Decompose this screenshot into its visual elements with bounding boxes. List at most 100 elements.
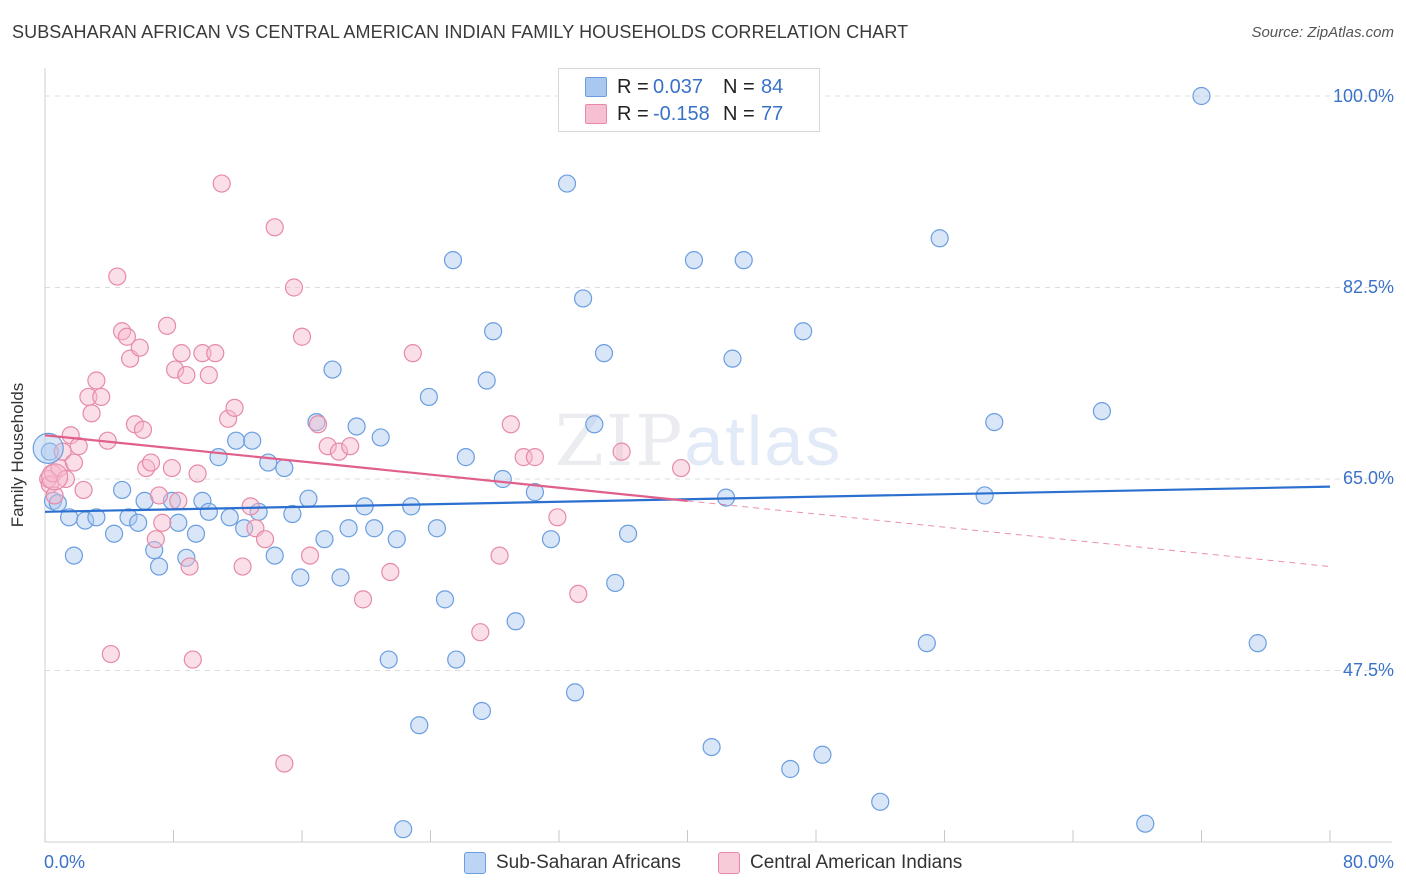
point-subsaharan [365, 519, 384, 538]
point-subsaharan [477, 371, 496, 390]
point-central-american [403, 344, 422, 363]
point-subsaharan [975, 486, 994, 505]
point-subsaharan [456, 448, 475, 467]
point-subsaharan [227, 431, 246, 450]
point-subsaharan [930, 229, 949, 248]
watermark-atlas: atlas [684, 402, 843, 480]
point-subsaharan [1248, 634, 1267, 653]
point-subsaharan [723, 349, 742, 368]
point-central-american [112, 322, 132, 341]
point-central-american [157, 316, 177, 335]
legend-r-label: R = [617, 102, 649, 125]
point-subsaharan [283, 504, 302, 524]
point-central-american [219, 409, 238, 428]
point-central-american [300, 546, 320, 565]
chart-title: SUBSAHARAN AFRICAN VS CENTRAL AMERICAN I… [12, 22, 909, 42]
point-subsaharan [472, 701, 491, 721]
point-central-american [180, 557, 199, 576]
point-subsaharan [506, 612, 525, 631]
point-subsaharan [323, 360, 342, 379]
point-central-american [153, 513, 172, 532]
point-subsaharan [525, 483, 545, 502]
point-subsaharan [684, 251, 704, 270]
point-subsaharan [299, 489, 318, 508]
point-subsaharan [209, 448, 228, 467]
point-central-american [74, 480, 93, 500]
point-central-american [233, 557, 252, 576]
point-central-american [206, 344, 225, 363]
bottom-legend-swatch-pink [718, 852, 740, 874]
watermark-zip: ZIP [555, 400, 685, 482]
point-subsaharan [702, 737, 721, 757]
bottom-legend-label: Central American Indians [750, 852, 963, 873]
point-subsaharan [917, 634, 936, 653]
point-subsaharan [394, 820, 413, 839]
point-central-american [275, 754, 294, 773]
point-subsaharan [379, 650, 398, 669]
point-central-american [45, 486, 64, 505]
y-tick-label: 82.5% [1342, 277, 1394, 297]
point-subsaharan [606, 573, 625, 593]
point-subsaharan [149, 557, 169, 576]
point-subsaharan [813, 745, 832, 764]
point-central-american [41, 463, 69, 491]
point-central-american [612, 442, 631, 461]
point-central-american [241, 497, 260, 516]
point-central-american [133, 420, 153, 439]
point-central-american [329, 442, 349, 461]
trend-line [44, 485, 1331, 513]
point-central-american [255, 530, 275, 549]
point-subsaharan [1192, 86, 1211, 106]
y-tick-label: 100.0% [1332, 86, 1394, 106]
point-subsaharan [199, 502, 218, 521]
point-central-american [381, 562, 400, 582]
point-central-american [172, 344, 191, 363]
chart-source: Source: ZipAtlas.com [1251, 24, 1394, 41]
point-subsaharan [32, 432, 64, 464]
point-central-american [64, 453, 84, 472]
point-central-american [225, 398, 244, 417]
axes [44, 68, 1392, 843]
legend-r-label: R = [617, 75, 649, 98]
point-central-american [199, 365, 218, 385]
point-central-american [130, 338, 149, 357]
point-subsaharan [291, 568, 310, 587]
point-subsaharan [541, 530, 561, 549]
point-subsaharan [565, 683, 585, 702]
trend-line [44, 434, 688, 502]
point-central-american [569, 584, 588, 604]
point-subsaharan [169, 513, 188, 532]
legend-n-label: N = [723, 75, 755, 98]
point-subsaharan [339, 519, 358, 538]
point-central-american [92, 387, 111, 407]
point-central-american [146, 530, 165, 549]
point-subsaharan [734, 251, 753, 270]
y-tick-label: 47.5% [1342, 660, 1394, 680]
point-central-american [183, 650, 202, 669]
trend-line-extension [687, 500, 1331, 568]
legend-n-value: 84 [761, 75, 784, 98]
point-subsaharan [402, 497, 421, 516]
point-subsaharan [594, 344, 614, 363]
point-subsaharan [443, 251, 463, 270]
point-subsaharan [87, 508, 106, 527]
point-central-american [87, 371, 106, 390]
point-central-american [525, 448, 545, 467]
point-subsaharan [435, 590, 455, 609]
legend-row-central-american: R = -0.158 N = 77 [585, 101, 783, 127]
point-subsaharan [112, 480, 132, 500]
legend-swatch-blue [585, 77, 607, 97]
legend-n-value: 77 [761, 102, 784, 125]
point-subsaharan [220, 508, 239, 527]
point-central-american [548, 508, 567, 527]
point-central-american [141, 453, 161, 472]
bottom-legend-label: Sub-Saharan Africans [496, 852, 681, 873]
point-subsaharan [781, 759, 800, 779]
point-central-american [40, 475, 59, 494]
point-central-american [137, 458, 156, 478]
point-subsaharan [64, 546, 84, 565]
point-central-american [166, 360, 185, 379]
point-subsaharan [1092, 402, 1112, 421]
x-tick-label-min: 0.0% [44, 852, 86, 872]
